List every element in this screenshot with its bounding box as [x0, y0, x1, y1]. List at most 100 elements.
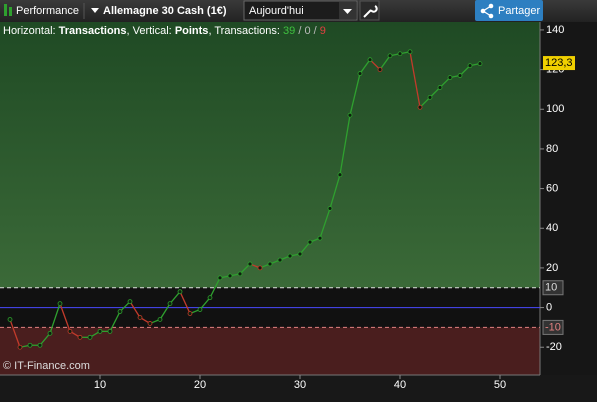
trade-point [427, 94, 433, 100]
trade-point [327, 206, 333, 211]
y-tick-label: 60 [546, 182, 558, 194]
equity-segment [329, 174, 341, 209]
trade-point [117, 309, 123, 314]
x-tick-label: 50 [494, 379, 506, 391]
trade-point [417, 104, 423, 110]
trade-point [67, 328, 73, 334]
neutral: 0 [304, 25, 310, 37]
wins: 39 [283, 25, 295, 37]
trade-point [477, 61, 483, 67]
trade-point [157, 317, 163, 322]
trade-point [367, 57, 373, 63]
level-box [542, 319, 564, 335]
right-axis [540, 22, 597, 375]
trade-point [97, 328, 103, 334]
x-tick-label: 10 [94, 379, 106, 391]
trade-point [397, 51, 403, 57]
equity-segment [379, 55, 391, 70]
trade-point [27, 342, 33, 348]
y-tick-label: 40 [546, 222, 558, 234]
equity-segment [359, 59, 371, 74]
instrument-label[interactable]: Allemagne 30 Cash (1€) [103, 5, 227, 17]
trade-point [287, 253, 293, 259]
menu-label[interactable]: Performance [16, 5, 79, 17]
equity-segment [179, 291, 191, 314]
x-tick-label: 20 [194, 379, 206, 391]
equity-segment [339, 115, 351, 175]
trade-point [377, 67, 383, 72]
equity-segment [409, 51, 421, 108]
trade-point [307, 239, 313, 245]
equity-segment [129, 301, 141, 318]
level-label: 10 [545, 282, 557, 294]
instrument-button[interactable]: Allemagne 30 Cash (1€) [91, 5, 227, 17]
trade-point [317, 235, 323, 241]
equity-segment [199, 297, 211, 310]
level-label: -10 [545, 321, 561, 333]
info-line: Horizontal: Transactions, Vertical: Poin… [3, 25, 326, 37]
trade-point [87, 334, 93, 340]
trade-point [437, 85, 443, 90]
trade-point [217, 275, 223, 281]
equity-segment [349, 73, 361, 116]
period-label[interactable]: Aujourd'hui [249, 5, 304, 17]
trade-point [107, 328, 113, 334]
last-value-label: 123,3 [545, 57, 573, 69]
trade-point [297, 251, 303, 257]
settings-button[interactable] [359, 0, 380, 21]
equity-segment [39, 332, 51, 346]
y-tick-label: 0 [546, 301, 552, 313]
trade-point [277, 257, 283, 263]
last-value-box [543, 56, 575, 71]
trade-point [467, 63, 473, 69]
trade-point [347, 112, 353, 118]
trade-point [7, 317, 13, 322]
trade-point [267, 261, 273, 267]
info-text: Transactions [59, 25, 127, 37]
trade-point [407, 49, 413, 55]
trade-point [447, 75, 453, 80]
y-tick-label: -20 [546, 341, 562, 353]
trade-point [227, 273, 233, 279]
y-tick-label: 80 [546, 143, 558, 155]
x-tick-label: 30 [294, 379, 306, 391]
separator: / [314, 25, 318, 37]
equity-segment [209, 277, 221, 298]
copyright: © IT-Finance.com [3, 360, 90, 372]
y-tick-label: 140 [546, 24, 564, 36]
y-tick-label: 100 [546, 103, 564, 115]
trade-point [457, 73, 463, 78]
trade-point [337, 172, 343, 178]
trade-point [37, 342, 43, 348]
trade-point [137, 315, 143, 320]
trade-point [77, 334, 83, 340]
trade-point [57, 301, 63, 307]
level-box [542, 280, 564, 296]
profit-zone [0, 22, 540, 288]
trade-point [237, 271, 243, 277]
equity-segment [159, 303, 171, 320]
trade-point [147, 321, 153, 326]
share-button[interactable]: Partager [475, 0, 543, 21]
separator: / [298, 25, 302, 37]
trade-point [257, 265, 263, 271]
info-text: Points [175, 25, 209, 37]
trade-point [47, 330, 53, 336]
equity-segment [9, 319, 21, 348]
trade-point [357, 71, 363, 76]
period-select[interactable]: Aujourd'hui [243, 0, 358, 21]
trade-point [207, 295, 213, 301]
plot: 140120100806040200-20102030405010-10123,… [0, 22, 597, 391]
trade-point [127, 299, 133, 305]
y-tick-label: 20 [546, 262, 558, 274]
trade-point [197, 307, 203, 312]
equity-segment [299, 241, 311, 255]
trade-point [247, 261, 253, 267]
share-label[interactable]: Partager [498, 5, 541, 17]
menu-button[interactable]: Performance [4, 4, 79, 17]
equity-segment [319, 208, 331, 239]
x-tick-label: 40 [394, 379, 406, 391]
equity-segment [109, 311, 121, 332]
trade-point [167, 301, 173, 307]
